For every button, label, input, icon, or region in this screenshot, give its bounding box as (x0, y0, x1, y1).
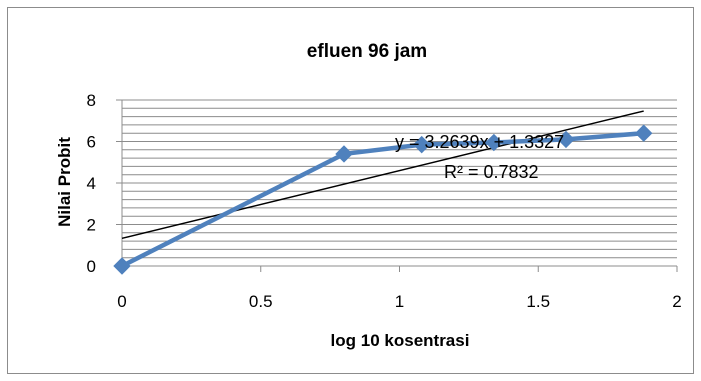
data-point (335, 145, 353, 163)
y-tick-label: 4 (87, 174, 96, 193)
x-tick-label: 1 (395, 292, 404, 311)
y-tick-label: 8 (87, 91, 96, 110)
y-tick-label: 6 (87, 133, 96, 152)
data-point (557, 130, 575, 149)
data-point (113, 257, 131, 275)
chart-title: efluen 96 jam (307, 41, 427, 62)
y-axis-title: Nilai Probit (55, 137, 74, 227)
trendline-layer (121, 110, 644, 240)
data-point (485, 133, 503, 152)
x-tick-label: 0 (117, 292, 126, 311)
series-line (119, 130, 646, 269)
tick-labels: 0 0.5 1 1.5 2 0 2 4 6 8 (87, 91, 682, 311)
data-point (412, 135, 431, 154)
x-tick-label: 2 (672, 292, 681, 311)
x-tick-label: 0.5 (249, 292, 273, 311)
trendline-equation: y = 3.2639x + 1.3327 (395, 132, 564, 152)
x-axis-title: log 10 kosentrasi (331, 331, 470, 350)
trendline (121, 110, 644, 240)
data-point (634, 124, 653, 142)
y-tick-label: 2 (87, 216, 96, 235)
chart-border (7, 7, 694, 374)
r-squared-label: R² = 0.7832 (444, 162, 539, 182)
series-layer (113, 124, 653, 275)
y-tick-label: 0 (87, 257, 96, 276)
x-tick-label: 1.5 (526, 292, 550, 311)
